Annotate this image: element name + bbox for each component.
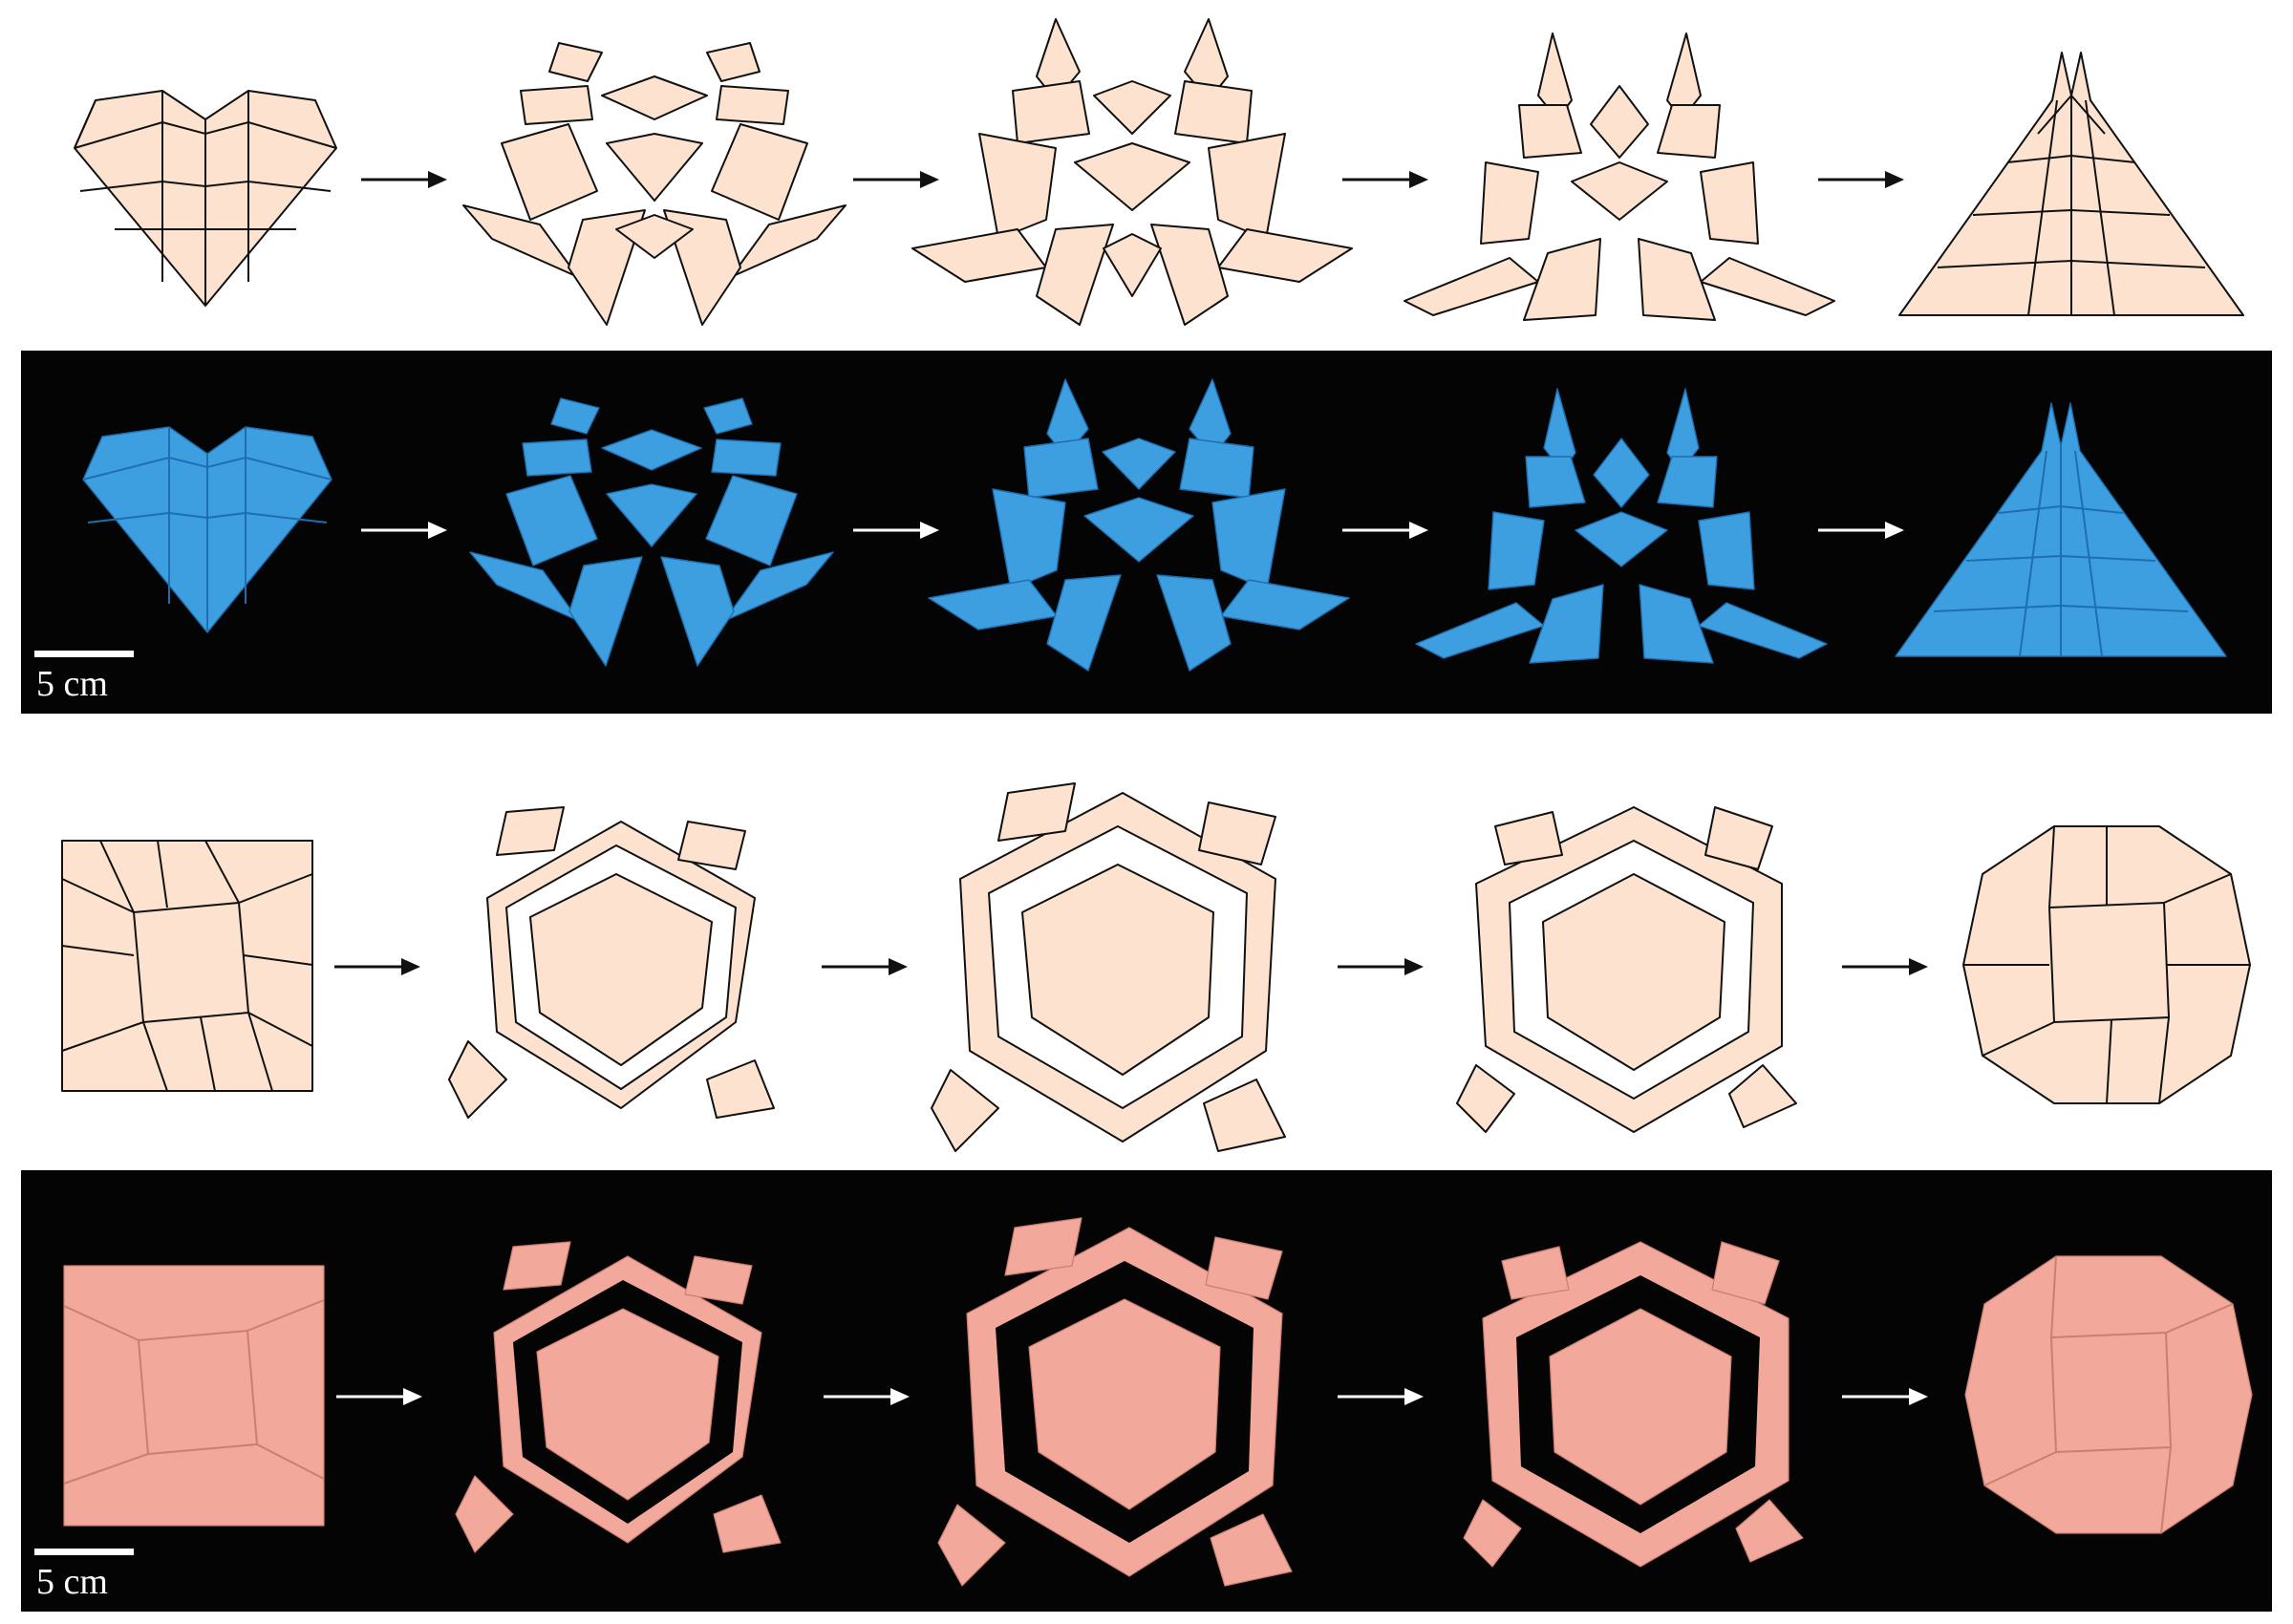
arrow-right-icon (1338, 955, 1424, 978)
arrow-right-icon (1338, 1385, 1424, 1408)
square-photo (63, 1265, 327, 1528)
arrow-right-icon (336, 1385, 422, 1408)
scale-bar-line (34, 1549, 134, 1555)
arrow-right-icon (361, 519, 447, 542)
arrow-right-icon (853, 519, 939, 542)
heart-drawing (67, 76, 344, 315)
square-expanded-drawing-2 (931, 774, 1314, 1156)
arrow-right-icon (361, 168, 447, 191)
arrow-right-icon (334, 955, 420, 978)
square-expanded-drawing-1 (448, 793, 793, 1137)
arrow-right-icon (853, 168, 939, 191)
square-expanded-photo-1 (455, 1228, 800, 1571)
square-drawing (61, 840, 315, 1094)
heart-expanded-photo-3 (1415, 384, 1828, 671)
arrow-right-icon (824, 1385, 910, 1408)
scale-bar-line (34, 651, 134, 657)
circle-photo (1964, 1251, 2253, 1538)
triangle-photo (1894, 394, 2228, 661)
heart-expanded-drawing-2 (911, 18, 1353, 334)
square-expanded-drawing-3 (1456, 788, 1811, 1142)
arrow-right-icon (1342, 168, 1428, 191)
arrow-right-icon (1342, 519, 1428, 542)
heart-photo-panel: 5 cm (21, 351, 2272, 714)
heart-expanded-drawing-1 (462, 38, 846, 334)
square-diagram-row (0, 755, 2293, 1156)
scale-bar-label: 5 cm (36, 1562, 108, 1602)
heart-expanded-photo-1 (469, 394, 834, 680)
arrow-right-icon (1818, 168, 1904, 191)
arrow-right-icon (1842, 955, 1928, 978)
square-expanded-photo-3 (1463, 1223, 1817, 1576)
square-photo-panel: 5 cm (21, 1170, 2272, 1612)
arrow-right-icon (822, 955, 908, 978)
scale-bar-label: 5 cm (36, 664, 108, 704)
heart-expanded-drawing-3 (1404, 29, 1835, 325)
heart-photo (78, 417, 336, 637)
triangle-drawing (1895, 43, 2248, 320)
arrow-right-icon (1842, 1385, 1928, 1408)
circle-drawing (1962, 822, 2251, 1108)
arrow-right-icon (1818, 519, 1904, 542)
square-expanded-photo-2 (937, 1208, 1320, 1591)
heart-expanded-photo-2 (928, 378, 1350, 680)
heart-diagram-row (0, 0, 2293, 344)
